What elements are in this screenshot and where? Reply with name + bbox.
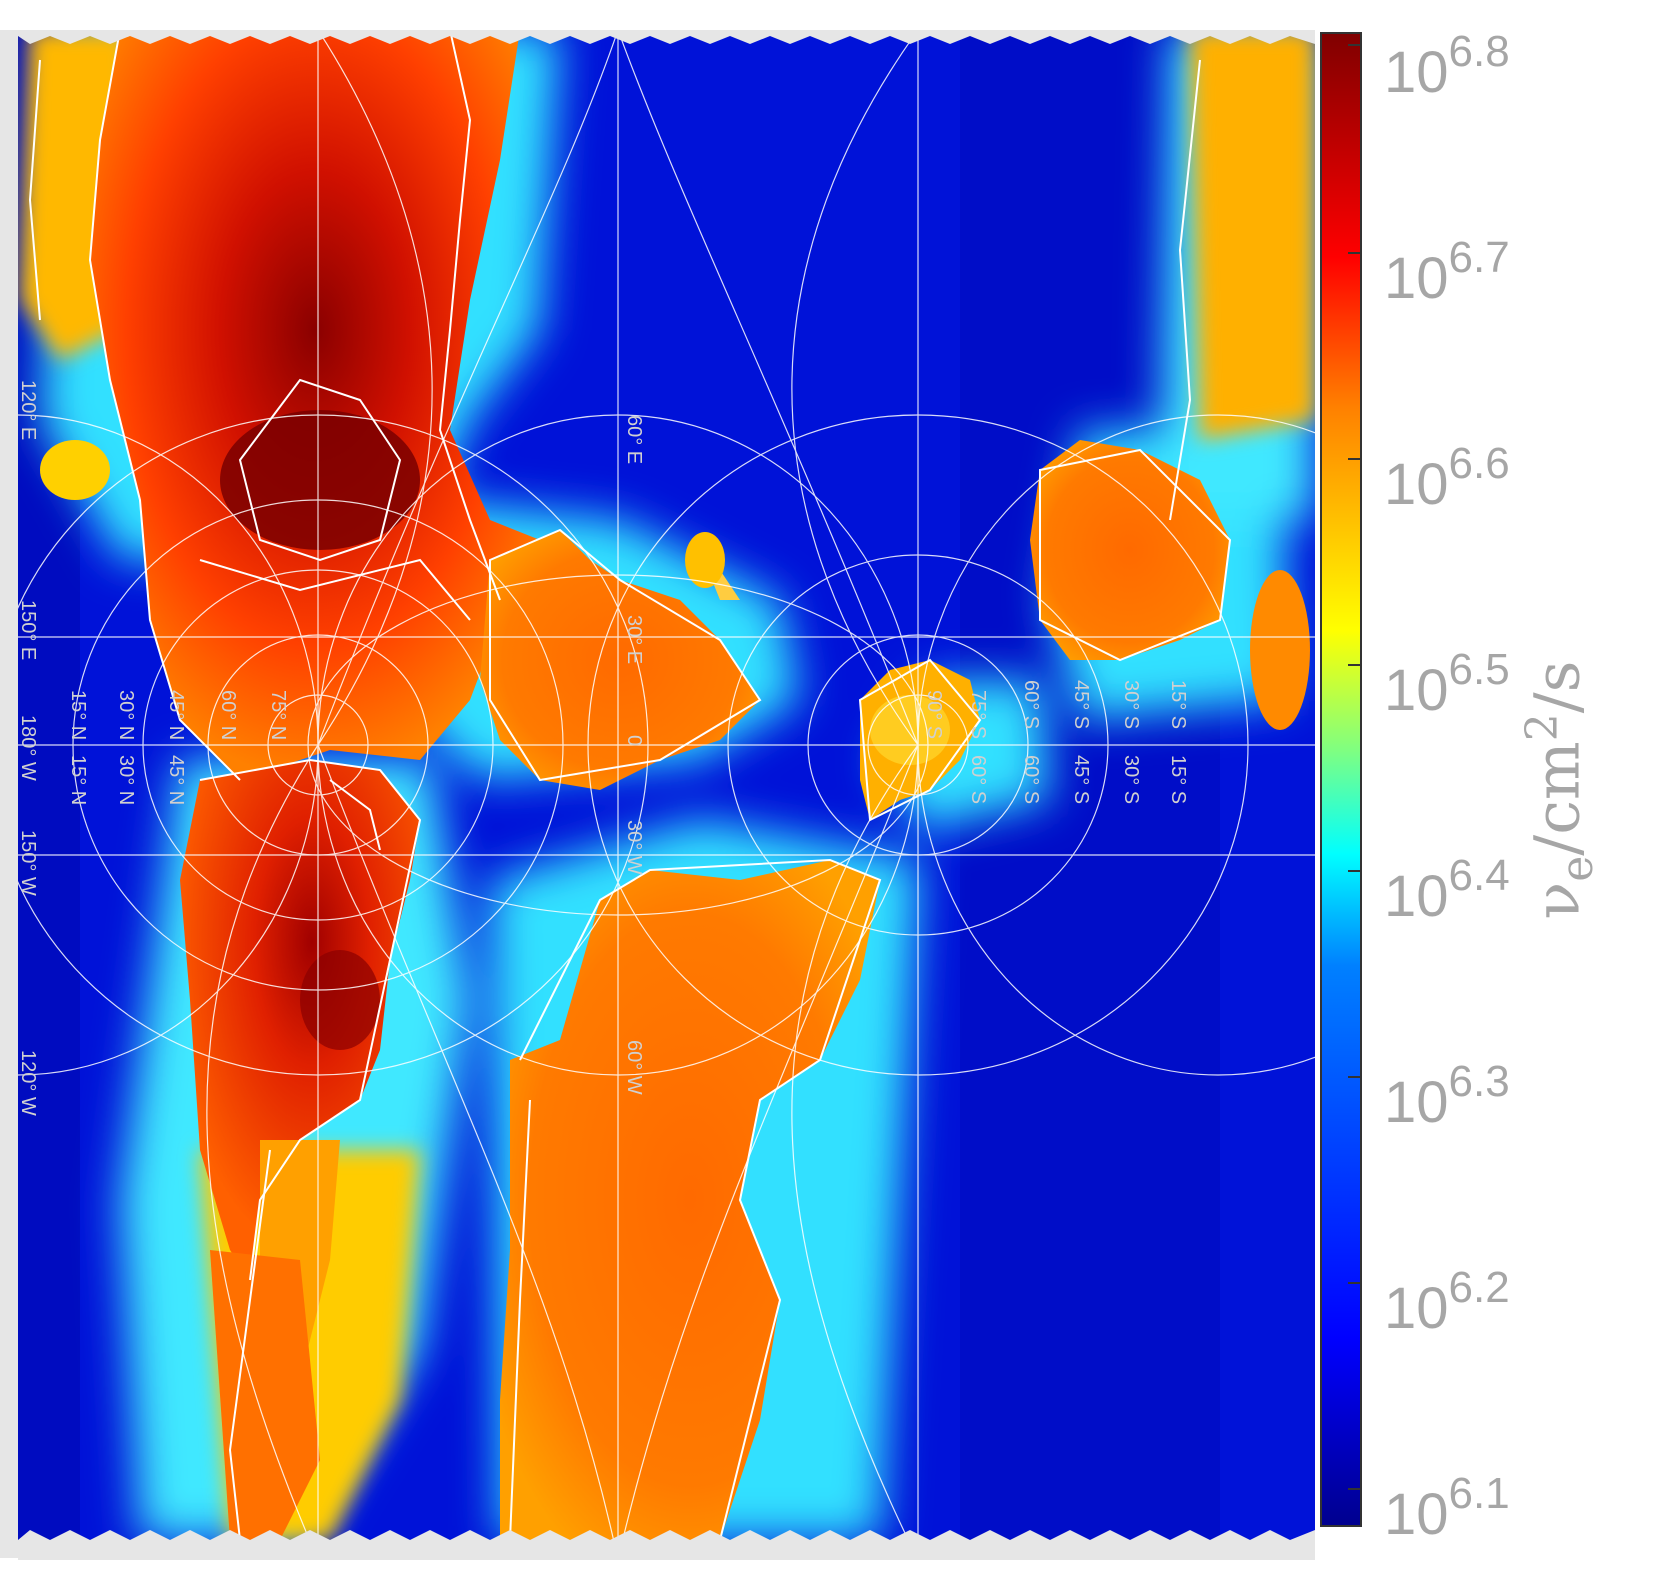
colorbar-tick-label: 106.5 <box>1384 645 1510 723</box>
colorbar-tick <box>1348 870 1362 872</box>
colorbar-tick-label: 106.7 <box>1384 233 1510 311</box>
colorbar-tick <box>1348 458 1362 460</box>
graticule-label: 30° N <box>115 755 137 805</box>
graticule-label: 90° S <box>923 690 945 739</box>
graticule-label: 0 <box>623 735 645 746</box>
graticule-label: 120° E <box>17 380 39 440</box>
graticule-label: 30° E <box>623 615 645 664</box>
colorbar-tick-label: 106.8 <box>1384 27 1510 105</box>
graticule-label: 45° S <box>1070 680 1092 729</box>
colorbar-tick-label: 106.2 <box>1384 1263 1510 1341</box>
graticule-label: 15° N <box>67 690 89 740</box>
graticule-label: 30° N <box>115 690 137 740</box>
colorbar-tick <box>1348 44 1362 46</box>
graticule-label: 60° S <box>967 755 989 804</box>
colorbar-tick-label: 106.6 <box>1384 439 1510 517</box>
graticule-label: 60° E <box>623 415 645 464</box>
landmass-south-projected <box>500 860 880 1540</box>
graticule-label: 150° W <box>17 830 39 896</box>
neutrino-flux-map: 15° N 30° N 45° N 60° N 75° N 15° N 30° … <box>17 30 1315 1560</box>
graticule-label: 15° S <box>1167 680 1189 729</box>
colorbar-label: νe/cm2/s <box>1516 660 1604 920</box>
colorbar-tick <box>1348 664 1362 666</box>
graticule-label: 15° S <box>1167 755 1189 804</box>
colorbar-tick <box>1348 1282 1362 1284</box>
graticule-label: 150° E <box>17 600 39 660</box>
colorbar-tick-label: 106.3 <box>1384 1057 1510 1135</box>
graticule-label: 60° S <box>1020 755 1042 804</box>
graticule-label: 75° S <box>967 690 989 739</box>
map-edge <box>18 30 1315 1560</box>
graticule-label: 180° W <box>17 715 39 781</box>
landmass-australia-projected <box>1030 440 1230 660</box>
colorbar-tick <box>1348 1488 1362 1490</box>
graticule-label: 45° N <box>165 755 187 805</box>
colorbar-tick <box>1348 1076 1362 1078</box>
graticule-label: 60° N <box>217 690 239 740</box>
colorbar-tick-label: 106.4 <box>1384 851 1510 929</box>
graticule-label: 45° S <box>1070 755 1092 804</box>
colorbar <box>1320 32 1362 1527</box>
graticule-label: 75° N <box>267 690 289 740</box>
graticule <box>18 32 1315 1542</box>
graticule-label: 30° S <box>1120 680 1142 729</box>
landmass-americas-projected <box>180 760 420 1540</box>
graticule-label: 30° S <box>1120 755 1142 804</box>
colorbar-tick-label: 106.1 <box>1384 1469 1510 1547</box>
graticule-label: 60° W <box>623 1040 645 1095</box>
coastlines <box>28 32 1232 1541</box>
landmass-antarctica-projected <box>860 660 980 820</box>
graticule-label: 15° N <box>67 755 89 805</box>
graticule-label: 60° S <box>1020 680 1042 729</box>
graticule-label: 45° N <box>165 690 187 740</box>
colorbar-tick <box>1348 252 1362 254</box>
graticule-label: 120° W <box>17 1050 39 1116</box>
graticule-label: 30° W <box>623 820 645 875</box>
landmass-eurasia-projected <box>90 32 540 780</box>
graticule-labels: 15° N 30° N 45° N 60° N 75° N 15° N 30° … <box>17 380 1189 1116</box>
